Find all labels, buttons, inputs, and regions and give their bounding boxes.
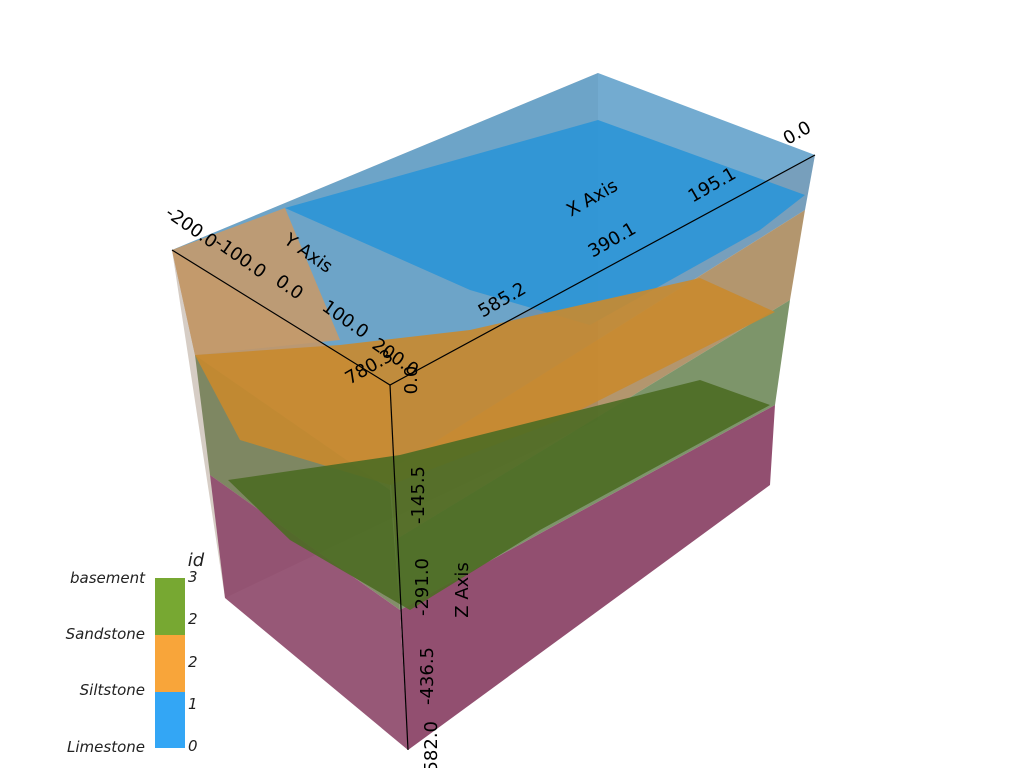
bar-value: 3 — [188, 568, 198, 586]
legend-label: Limestone — [67, 738, 145, 756]
top-band — [172, 208, 340, 355]
z-tick-label: -436.5 — [417, 647, 438, 705]
layer-band — [210, 475, 408, 750]
bar-value: 0 — [188, 737, 198, 755]
scalar-bar-title: id — [188, 550, 205, 571]
z-tick-label: 0.0 — [401, 366, 422, 395]
legend-label: basement — [70, 569, 146, 587]
z-tick-label: -145.5 — [408, 466, 429, 524]
limestone-surface — [285, 120, 805, 325]
color-swatch — [155, 692, 185, 748]
legend-label: Sandstone — [66, 625, 145, 643]
scalar-bar: id basement Sandstone Siltstone Limeston… — [66, 550, 205, 756]
z-tick-label: -582.0 — [421, 721, 442, 768]
axis-line — [389, 384, 409, 751]
z-tick-label: -291.0 — [412, 558, 433, 616]
sandstone-surface — [228, 380, 770, 610]
bar-value: 1 — [188, 695, 198, 713]
legend-label: Siltstone — [80, 681, 145, 699]
bar-value: 2 — [188, 653, 198, 671]
z-axis-title: Z Axis — [452, 562, 473, 617]
geology-block — [171, 73, 816, 751]
siltstone-surface — [195, 278, 775, 485]
layer-band — [400, 405, 775, 750]
color-swatch — [155, 635, 185, 692]
color-swatch — [155, 578, 185, 635]
bar-value: 2 — [188, 610, 198, 628]
